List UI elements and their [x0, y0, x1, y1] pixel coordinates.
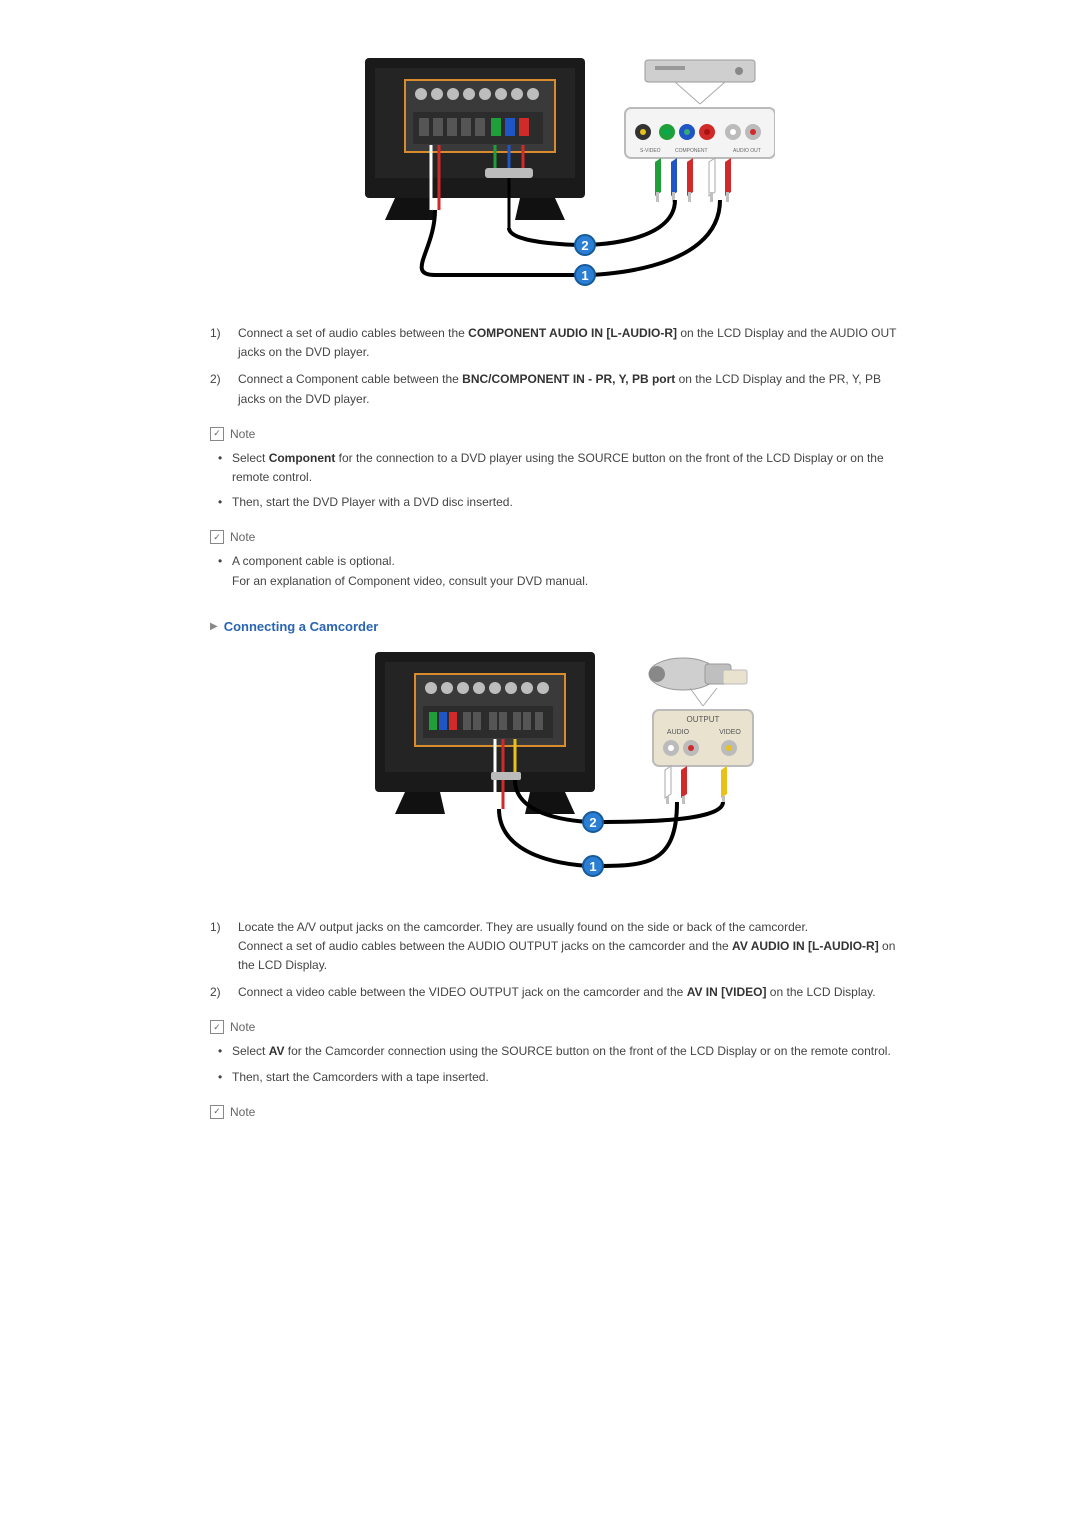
dvd-step-1: 1) Connect a set of audio cables between…: [210, 324, 900, 362]
manual-page: S-VIDEO COMPONENT AUDIO OUT: [0, 0, 1080, 1197]
output-label: OUTPUT: [687, 715, 720, 724]
audio-label: AUDIO: [667, 729, 690, 736]
section-title: Connecting a Camcorder: [224, 619, 379, 634]
svg-text:COMPONENT: COMPONENT: [675, 148, 708, 154]
note-icon: ✓: [210, 1105, 224, 1119]
note-bullet: • Then, start the DVD Player with a DVD …: [218, 493, 900, 512]
step-text: Locate the A/V output jacks on the camco…: [238, 918, 900, 976]
step-text: Connect a set of audio cables between th…: [238, 324, 900, 362]
badge-1: 1: [589, 859, 596, 874]
note-bullet: • A component cable is optional. For an …: [218, 552, 900, 590]
badge-1: 1: [581, 268, 588, 283]
note-label: Note: [230, 1020, 255, 1034]
dvd-step-2: 2) Connect a Component cable between the…: [210, 370, 900, 408]
step-number: 1): [210, 918, 238, 976]
camcorder-diagram-svg: OUTPUT AUDIO VIDEO 2 1: [335, 644, 775, 904]
cam-step-1: 1) Locate the A/V output jacks on the ca…: [210, 918, 900, 976]
video-label: VIDEO: [719, 729, 741, 736]
note-heading: ✓ Note: [210, 530, 900, 544]
svg-text:S-VIDEO: S-VIDEO: [640, 148, 661, 154]
step-number: 1): [210, 324, 238, 362]
note-label: Note: [230, 1105, 255, 1119]
dvd-connection-diagram: S-VIDEO COMPONENT AUDIO OUT: [210, 50, 900, 310]
step-number: 2): [210, 983, 238, 1002]
note-label: Note: [230, 530, 255, 544]
camcorder-connection-diagram: OUTPUT AUDIO VIDEO 2 1: [210, 644, 900, 904]
note-bullet: • Select AV for the Camcorder connection…: [218, 1042, 900, 1061]
dvd-diagram-svg: S-VIDEO COMPONENT AUDIO OUT: [335, 50, 775, 310]
step-number: 2): [210, 370, 238, 408]
badge-2: 2: [581, 238, 588, 253]
note-bullet: • Then, start the Camcorders with a tape…: [218, 1068, 900, 1087]
cam-step-2: 2) Connect a video cable between the VID…: [210, 983, 900, 1002]
note-bullet: • Select Component for the connection to…: [218, 449, 900, 487]
note-label: Note: [230, 427, 255, 441]
note-heading: ✓ Note: [210, 1020, 900, 1034]
note-icon: ✓: [210, 1020, 224, 1034]
note-icon: ✓: [210, 530, 224, 544]
section-heading-camcorder: ▶ Connecting a Camcorder: [210, 619, 900, 634]
svg-text:AUDIO OUT: AUDIO OUT: [733, 148, 761, 154]
note-icon: ✓: [210, 427, 224, 441]
note-heading: ✓ Note: [210, 1105, 900, 1119]
step-text: Connect a Component cable between the BN…: [238, 370, 900, 408]
badge-2: 2: [589, 815, 596, 830]
step-text: Connect a video cable between the VIDEO …: [238, 983, 900, 1002]
triangle-icon: ▶: [210, 621, 218, 632]
note-heading: ✓ Note: [210, 427, 900, 441]
